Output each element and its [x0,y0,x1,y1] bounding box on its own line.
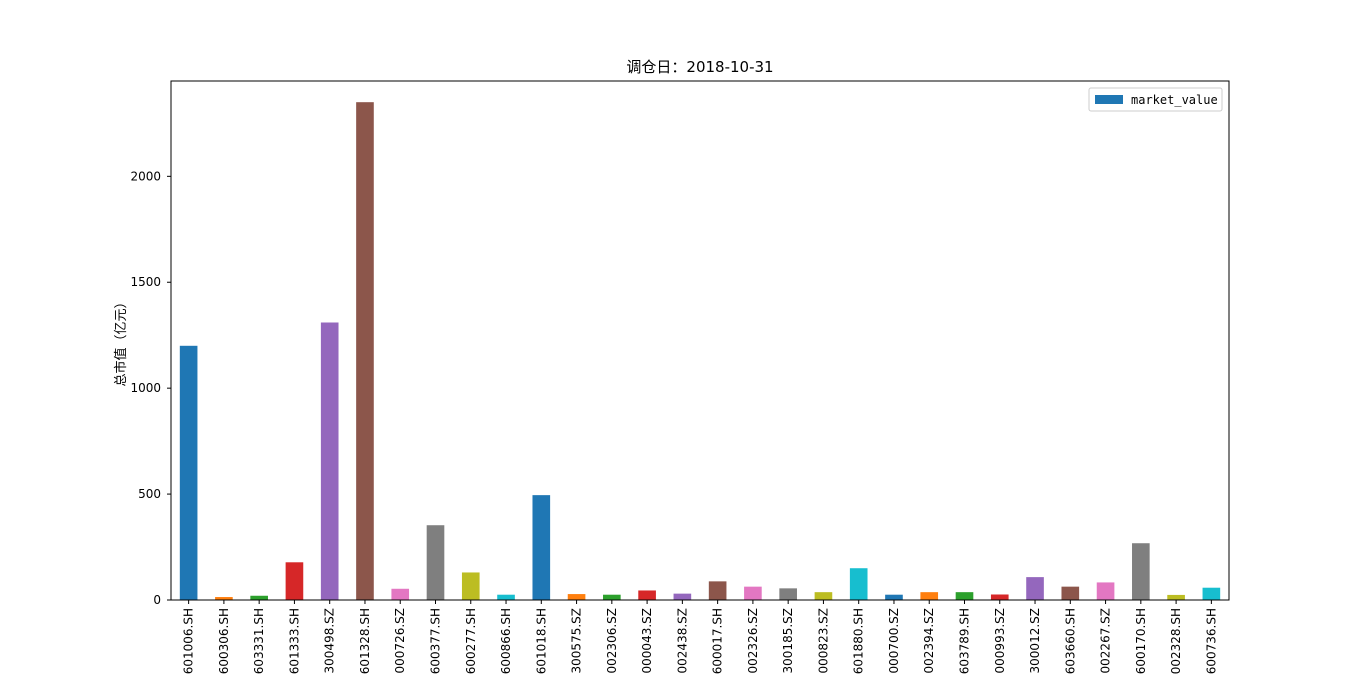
x-tick-label: 300012.SZ [1028,608,1042,673]
legend: market_value [1088,87,1223,112]
x-tick-label: 600277.SH [464,608,478,674]
legend-box [1088,87,1223,112]
x-tick-label: 002328.SH [1169,608,1183,674]
x-tick-label: 601006.SH [182,608,196,674]
x-tick-label: 600736.SH [1204,608,1218,674]
x-tick-label: 603660.SH [1063,608,1077,674]
bar-002306.SZ [603,594,621,600]
x-tick-label: 601328.SH [358,608,372,674]
x-tick-label: 601880.SH [852,608,866,674]
x-tick-label: 600170.SH [1134,608,1148,674]
x-tick-label: 600017.SH [711,608,725,674]
x-tick-label: 000726.SZ [393,608,407,673]
bar-300185.SZ [779,588,797,600]
bar-601880.SH [849,568,868,600]
bar-300012.SZ [1026,577,1044,600]
bar-000993.SZ [990,594,1009,600]
x-tick-label: 600866.SH [499,608,513,674]
bar-600736.SH [1202,587,1221,600]
x-tick-label: 603331.SH [252,608,266,674]
bar-601328.SH [356,102,374,601]
x-tick-label: 002326.SZ [746,608,760,673]
y-tick-label: 0 [153,593,161,607]
x-tick-label: 300498.SZ [323,608,337,673]
bar-601333.SH [285,562,304,600]
y-tick-label: 2000 [130,169,161,183]
x-tick-label: 000043.SZ [640,608,654,673]
y-tick-label: 500 [138,487,161,501]
y-axis-label: 总市值（亿元） [113,295,129,386]
bar-000700.SZ [885,594,903,600]
x-tick-label: 002394.SZ [922,608,936,673]
bar-002328.SH [1167,594,1185,600]
y-tick-label: 1000 [130,381,161,395]
bar-300498.SZ [320,322,339,600]
bar-600170.SH [1132,543,1150,600]
x-tick-label: 600377.SH [429,608,443,674]
y-axis-ticks: 0 500 1000 1500 2000 [130,169,171,607]
bar-603660.SH [1061,586,1080,600]
bar-603331.SH [250,595,268,600]
x-tick-label: 601018.SH [534,608,548,674]
chart-title: 调仓日：2018-10-31 [626,58,773,76]
legend-swatch [1095,95,1123,104]
x-tick-label: 000993.SZ [993,608,1007,673]
bar-600277.SH [461,572,480,600]
bar-603789.SH [955,592,974,600]
bar-601018.SH [532,495,551,600]
bar-600866.SH [497,594,515,600]
bar-600306.SH [215,597,233,600]
bar-300575.SZ [567,594,586,600]
x-tick-label: 002267.SZ [1099,608,1113,673]
x-tick-label: 300575.SZ [570,608,584,673]
x-tick-label: 601333.SH [287,608,301,674]
bar-000726.SZ [391,588,410,600]
bar-000043.SZ [638,590,656,600]
bar-002394.SZ [920,592,939,600]
x-tick-label: 002438.SZ [675,608,689,673]
x-axis-ticks: 601006.SH 600306.SH 603331.SH 601333.SH 3004… [182,600,1218,674]
bar-600017.SH [708,581,727,600]
x-tick-label: 002306.SZ [605,608,619,673]
bar-002267.SZ [1096,582,1115,600]
x-tick-label: 000700.SZ [887,608,901,673]
x-tick-label: 600306.SH [217,608,231,674]
plot-area-frame [170,80,1230,601]
x-tick-label: 300185.SZ [781,608,795,673]
legend-label: market_value [1131,93,1218,107]
bars-group [179,102,1221,601]
bar-601006.SH [179,345,198,600]
x-tick-label: 000823.SZ [816,608,830,673]
y-tick-label: 1500 [130,275,161,289]
bar-600377.SH [426,525,445,600]
bar-002326.SZ [744,586,762,600]
x-tick-label: 603789.SH [958,608,972,674]
bar-000823.SZ [814,592,833,600]
bar-002438.SZ [673,593,692,600]
